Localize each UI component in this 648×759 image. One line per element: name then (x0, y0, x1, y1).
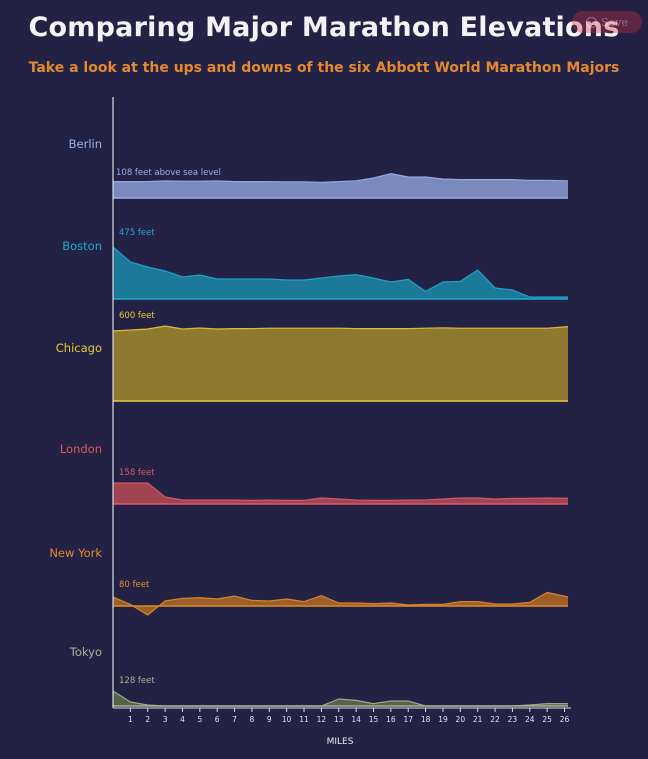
line-chicago (112, 325, 569, 332)
x-tick-label: 24 (525, 715, 535, 724)
annotation-new-york: 80 feet (119, 580, 150, 590)
label-berlin: Berlin (69, 137, 102, 151)
x-tick-label: 18 (421, 715, 431, 724)
label-tokyo: Tokyo (69, 645, 102, 659)
series-tokyo: Tokyo 128 feet (69, 645, 568, 707)
annotation-berlin: 108 feet above sea level (116, 168, 221, 178)
x-tick-label: 14 (351, 715, 361, 724)
x-tick-label: 7 (232, 715, 237, 724)
line-london (113, 482, 569, 502)
x-axis-title: MILES (327, 737, 354, 747)
area-tokyo (113, 691, 568, 706)
x-tick-label: 25 (542, 715, 552, 724)
x-tick-label: 5 (197, 715, 202, 724)
area-boston (113, 247, 568, 299)
x-tick-label: 21 (473, 715, 483, 724)
line-berlin (113, 172, 569, 184)
series-london: London 158 feet (60, 442, 569, 505)
x-tick-label: 22 (490, 715, 500, 724)
x-tick-label: 8 (250, 715, 255, 724)
annotation-london: 158 feet (119, 468, 155, 478)
label-chicago: Chicago (56, 341, 102, 355)
x-tick-label: 13 (334, 715, 344, 724)
x-tick-label: 17 (403, 715, 413, 724)
x-tick-label: 6 (215, 715, 220, 724)
x-tick-label: 19 (438, 715, 448, 724)
x-tick-label: 16 (386, 715, 396, 724)
x-tick-label: 15 (369, 715, 379, 724)
annotation-tokyo: 128 feet (119, 676, 155, 686)
x-tick-label: 9 (267, 715, 272, 724)
series-chicago: Chicago 600 feet (56, 311, 569, 402)
label-new-york: New York (49, 546, 102, 560)
pin-icon (586, 16, 598, 28)
x-tick-label: 10 (282, 715, 292, 724)
x-tick-label: 1 (128, 715, 133, 724)
x-tick-label: 26 (560, 715, 570, 724)
x-tick-label: 23 (508, 715, 518, 724)
x-tick-label: 2 (145, 715, 150, 724)
x-tick-label: 12 (317, 715, 327, 724)
save-label: Save (601, 15, 628, 29)
series-boston: Boston 475 feet (62, 228, 568, 300)
area-london (113, 483, 568, 504)
series-berlin: Berlin 108 feet above sea level (69, 137, 569, 199)
x-tick-label: 4 (180, 715, 185, 724)
save-button[interactable]: Save (572, 11, 642, 33)
line-boston (112, 246, 568, 298)
x-tick-label: 3 (163, 715, 168, 724)
chart-subtitle: Take a look at the ups and downs of the … (28, 60, 620, 76)
area-chicago (113, 326, 568, 401)
x-tick-label: 11 (299, 715, 309, 724)
area-new-york (113, 592, 568, 615)
annotation-chicago: 600 feet (119, 311, 155, 321)
series-new-york: New York 80 feet (49, 546, 569, 616)
annotation-boston: 475 feet (119, 228, 155, 238)
label-boston: Boston (62, 239, 102, 253)
line-new-york (112, 591, 569, 616)
chart-title: Comparing Major Marathon Elevations (28, 12, 620, 43)
label-london: London (60, 442, 102, 456)
x-tick-label: 20 (456, 715, 466, 724)
